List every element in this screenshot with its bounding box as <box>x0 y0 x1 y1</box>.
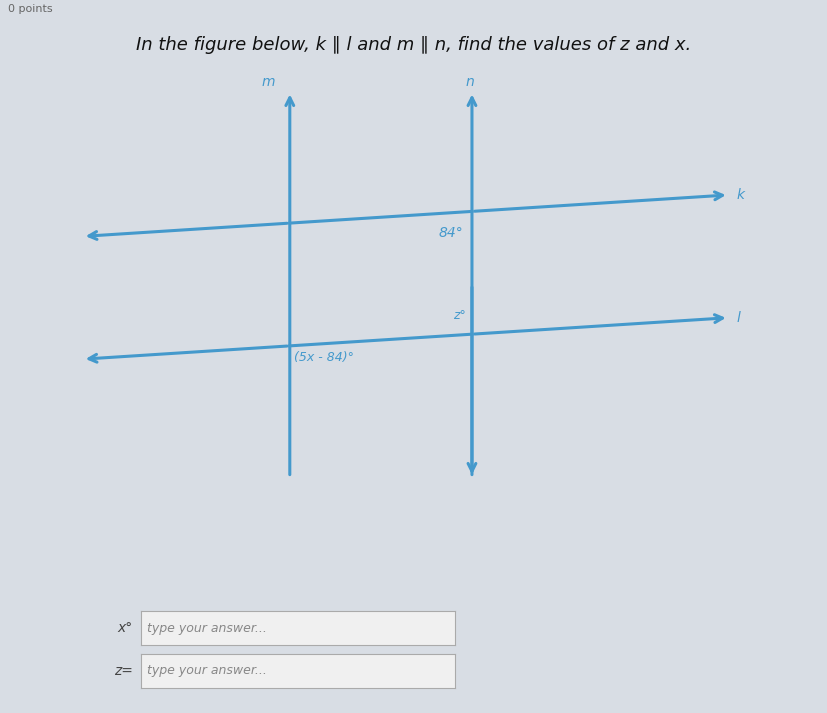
Text: (5x - 84)°: (5x - 84)° <box>294 351 353 364</box>
Text: l: l <box>736 311 740 324</box>
Text: x°: x° <box>117 621 132 635</box>
Text: k: k <box>736 188 744 202</box>
Text: 84°: 84° <box>438 226 463 240</box>
Text: n: n <box>465 75 474 88</box>
Text: z°: z° <box>452 309 465 322</box>
Text: m: m <box>261 75 275 88</box>
Text: type your answer...: type your answer... <box>147 665 266 677</box>
Text: type your answer...: type your answer... <box>147 622 266 635</box>
Text: z=: z= <box>113 664 132 678</box>
Text: 0 points: 0 points <box>8 4 53 14</box>
Text: In the figure below, k ∥ l and m ∥ n, find the values of z and x.: In the figure below, k ∥ l and m ∥ n, fi… <box>136 36 691 54</box>
